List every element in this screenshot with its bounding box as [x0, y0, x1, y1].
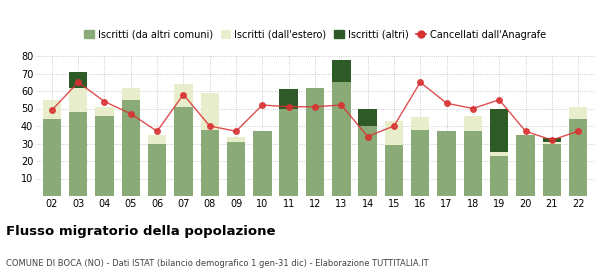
Bar	[200, 129, 219, 196]
Bar	[43, 100, 61, 119]
Bar	[569, 119, 587, 196]
Bar	[358, 109, 377, 126]
Bar	[253, 131, 272, 196]
Bar	[280, 109, 298, 196]
Bar	[95, 107, 113, 115]
Bar	[69, 112, 88, 196]
Bar	[385, 121, 403, 145]
Bar	[280, 89, 298, 109]
Bar	[69, 72, 88, 87]
Bar	[69, 87, 88, 112]
Bar	[174, 107, 193, 196]
Bar	[464, 131, 482, 196]
Bar	[490, 152, 508, 156]
Bar	[148, 143, 166, 196]
Bar	[490, 156, 508, 196]
Text: COMUNE DI BOCA (NO) - Dati ISTAT (bilancio demografico 1 gen-31 dic) - Elaborazi: COMUNE DI BOCA (NO) - Dati ISTAT (bilanc…	[6, 259, 428, 268]
Bar	[411, 117, 430, 129]
Bar	[358, 126, 377, 196]
Bar	[385, 145, 403, 196]
Bar	[464, 115, 482, 131]
Bar	[332, 60, 350, 82]
Text: Flusso migratorio della popolazione: Flusso migratorio della popolazione	[6, 225, 275, 238]
Bar	[122, 87, 140, 100]
Bar	[174, 84, 193, 107]
Bar	[332, 82, 350, 196]
Bar	[490, 109, 508, 152]
Bar	[569, 107, 587, 119]
Bar	[517, 135, 535, 196]
Bar	[122, 100, 140, 196]
Bar	[227, 137, 245, 142]
Bar	[227, 142, 245, 196]
Bar	[437, 131, 456, 196]
Bar	[95, 115, 113, 196]
Bar	[43, 119, 61, 196]
Bar	[200, 93, 219, 129]
Bar	[306, 87, 324, 196]
Bar	[542, 143, 561, 196]
Bar	[542, 142, 561, 143]
Bar	[542, 138, 561, 142]
Bar	[148, 135, 166, 143]
Legend: Iscritti (da altri comuni), Iscritti (dall'estero), Iscritti (altri), Cancellati: Iscritti (da altri comuni), Iscritti (da…	[80, 26, 550, 44]
Bar	[411, 129, 430, 196]
